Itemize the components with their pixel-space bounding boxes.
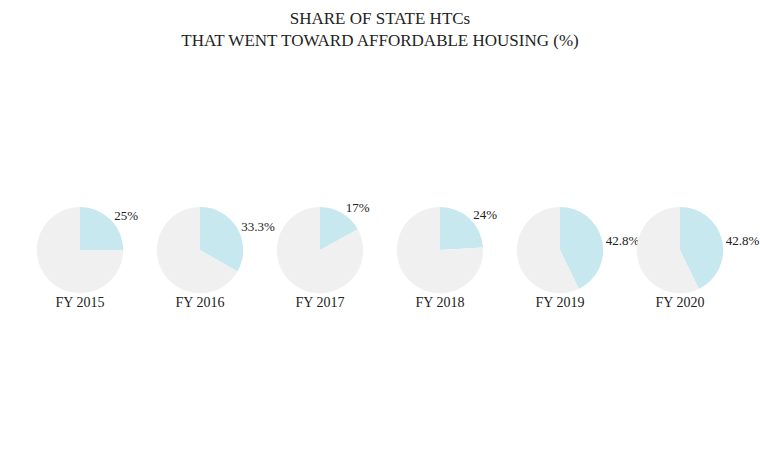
svg-text:24%: 24% (473, 207, 497, 222)
svg-text:SHARE OF STATE HTCsTHAT WENT T: SHARE OF STATE HTCsTHAT WENT TOWARD AFFO… (181, 9, 578, 50)
svg-text:FY 2015: FY 2015 (56, 295, 105, 310)
svg-text:FY 2017: FY 2017 (296, 295, 345, 310)
svg-text:FY 2016: FY 2016 (176, 295, 225, 310)
svg-text:17%: 17% (346, 200, 370, 215)
svg-text:42.8%: 42.8% (726, 233, 760, 248)
svg-text:FY 2020: FY 2020 (656, 295, 705, 310)
svg-text:33.3%: 33.3% (241, 219, 275, 234)
svg-text:25%: 25% (114, 208, 138, 223)
svg-text:FY 2019: FY 2019 (536, 295, 585, 310)
svg-text:42.8%: 42.8% (606, 233, 640, 248)
svg-text:FY 2018: FY 2018 (416, 295, 465, 310)
